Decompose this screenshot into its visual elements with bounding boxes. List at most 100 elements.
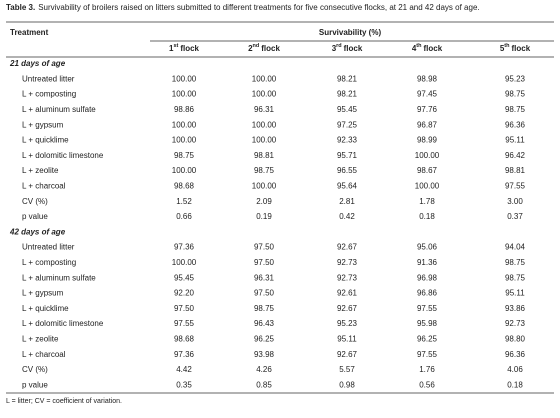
cell-value: 0.35	[176, 380, 192, 389]
cell-value: 98.68	[174, 182, 195, 191]
cell-value: 98.86	[174, 105, 195, 114]
treatment-label: L + dolomitic limestone	[22, 151, 104, 160]
column-header: 1st flock	[169, 43, 200, 53]
ordinal-number: 4	[412, 44, 417, 53]
treatment-label: L + quicklime	[22, 136, 69, 145]
cell-value: 98.80	[505, 335, 526, 344]
ordinal-number: 3	[332, 44, 337, 53]
group-header: Survivability (%)	[319, 28, 382, 37]
cell-value: 100.00	[172, 74, 197, 83]
cell-value: 97.76	[417, 105, 438, 114]
cell-value: 95.06	[417, 243, 438, 252]
cell-value: 98.75	[254, 166, 275, 175]
column-header: 3rd flock	[332, 43, 363, 53]
ordinal-suffix: th	[416, 43, 422, 49]
treatment-label: L + aluminum sulfate	[22, 105, 96, 114]
section-heading: 21 days of age	[9, 59, 66, 68]
cell-value: 92.67	[337, 350, 358, 359]
cell-value: 98.67	[417, 166, 438, 175]
cell-value: 97.50	[174, 304, 195, 313]
cell-value: 95.23	[505, 74, 526, 83]
cell-value: 100.00	[172, 258, 197, 267]
cell-value: 98.98	[417, 74, 438, 83]
cell-value: 0.85	[256, 380, 272, 389]
cell-value: 97.25	[337, 120, 358, 129]
cell-value: 95.23	[337, 319, 358, 328]
cell-value: 92.73	[505, 319, 526, 328]
cell-value: 96.86	[417, 289, 438, 298]
ordinal-suffix: st	[173, 43, 178, 49]
cell-value: 92.20	[174, 289, 195, 298]
cell-value: 100.00	[252, 136, 277, 145]
cell-value: 92.67	[337, 243, 358, 252]
caption: Table 3. Survivability of broilers raised…	[6, 3, 480, 12]
cell-value: 98.99	[417, 136, 438, 145]
cell-value: 100.00	[252, 90, 277, 99]
cell-value: 100.00	[252, 120, 277, 129]
footnote: L = litter; CV = coefficient of variatio…	[6, 398, 122, 405]
treatment-label: Untreated litter	[22, 74, 75, 83]
cell-value: 93.98	[254, 350, 275, 359]
treatment-label: L + zeolite	[22, 166, 59, 175]
caption-text: Survivability of broilers raised on litt…	[38, 3, 479, 12]
cell-value: 100.00	[415, 182, 440, 191]
cell-value: 92.33	[337, 136, 358, 145]
treatment-label: L + dolomitic limestone	[22, 319, 104, 328]
cell-value: 98.75	[174, 151, 195, 160]
cell-value: 98.75	[505, 258, 526, 267]
treatment-label: CV (%)	[22, 365, 48, 374]
cell-value: 91.36	[417, 258, 438, 267]
cell-value: 100.00	[415, 151, 440, 160]
cell-value: 98.75	[505, 90, 526, 99]
column-word: flock	[261, 44, 280, 53]
treatment-label: L + composting	[22, 90, 76, 99]
cell-value: 100.00	[172, 136, 197, 145]
cell-value: 4.06	[507, 365, 523, 374]
cell-value: 0.37	[507, 212, 523, 221]
cell-value: 100.00	[172, 166, 197, 175]
treatment-label: L + composting	[22, 258, 76, 267]
cell-value: 98.75	[505, 273, 526, 282]
treatment-label: L + gypsum	[22, 289, 64, 298]
cell-value: 97.50	[254, 289, 275, 298]
treatment-label: L + aluminum sulfate	[22, 273, 96, 282]
cell-value: 92.73	[337, 273, 358, 282]
cell-value: 96.43	[254, 319, 275, 328]
treatment-label: L + gypsum	[22, 120, 64, 129]
cell-value: 98.21	[337, 74, 358, 83]
cell-value: 96.25	[254, 335, 275, 344]
cell-value: 96.36	[505, 350, 526, 359]
column-header: 5th flock	[500, 43, 531, 53]
treatment-label: Untreated litter	[22, 243, 75, 252]
cell-value: 95.98	[417, 319, 438, 328]
ordinal-suffix: th	[504, 43, 510, 49]
cell-value: 96.98	[417, 273, 438, 282]
cell-value: 95.45	[174, 273, 195, 282]
ordinal-number: 1	[169, 44, 174, 53]
cell-value: 1.78	[419, 197, 435, 206]
table-label: Table 3.	[6, 3, 35, 12]
cell-value: 94.04	[505, 243, 526, 252]
cell-value: 98.68	[174, 335, 195, 344]
cell-value: 96.87	[417, 120, 438, 129]
cell-value: 95.71	[337, 151, 358, 160]
cell-value: 97.55	[417, 350, 438, 359]
cell-value: 0.98	[339, 380, 355, 389]
treatment-label: L + charcoal	[22, 182, 66, 191]
column-header: 4th flock	[412, 43, 443, 53]
cell-value: 96.31	[254, 105, 275, 114]
cell-value: 1.52	[176, 197, 192, 206]
column-header: 2nd flock	[248, 43, 280, 53]
cell-value: 100.00	[252, 74, 277, 83]
cell-value: 2.81	[339, 197, 355, 206]
ordinal-number: 2	[248, 44, 253, 53]
cell-value: 98.21	[337, 90, 358, 99]
cell-value: 96.42	[505, 151, 526, 160]
cell-value: 97.55	[174, 319, 195, 328]
cell-value: 5.57	[339, 365, 355, 374]
cell-value: 0.18	[419, 212, 435, 221]
cell-value: 92.73	[337, 258, 358, 267]
cell-value: 0.56	[419, 380, 435, 389]
cell-value: 100.00	[172, 90, 197, 99]
